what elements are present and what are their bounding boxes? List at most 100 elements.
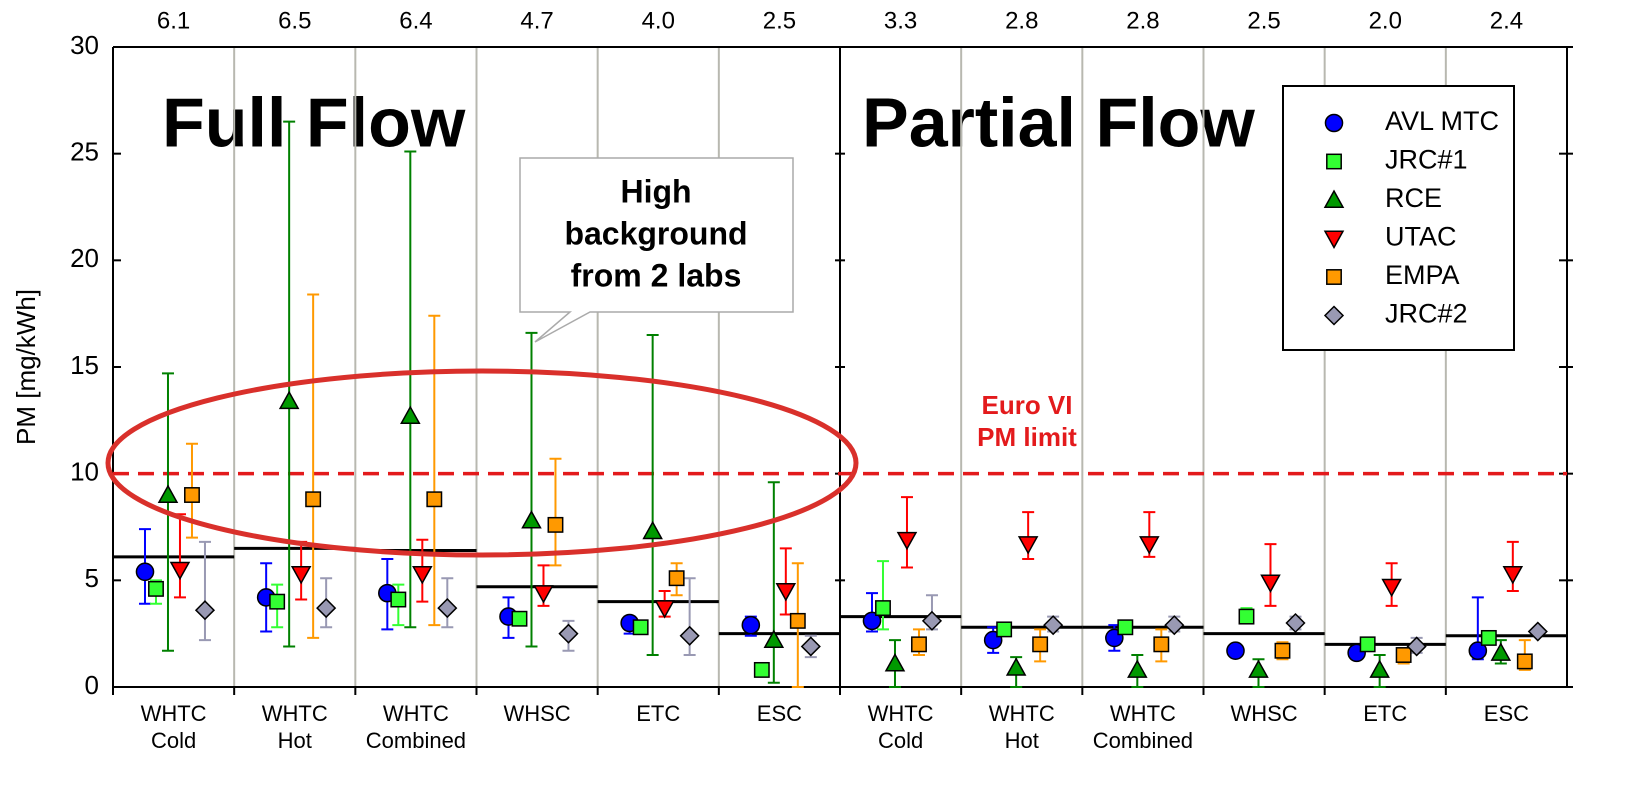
legend-entry: AVL MTC	[1324, 106, 1499, 136]
marker	[1017, 536, 1039, 555]
marker	[1326, 269, 1342, 285]
marker	[390, 591, 407, 608]
marker	[290, 565, 312, 585]
marker	[632, 619, 649, 636]
callout-box	[519, 157, 794, 343]
marker	[547, 516, 564, 533]
x-tick-label: Hot	[278, 728, 312, 753]
marker	[668, 570, 685, 587]
marker	[1238, 608, 1255, 625]
mean-label: 4.7	[520, 7, 553, 34]
marker	[1516, 653, 1533, 670]
x-tick-label: ESC	[757, 701, 802, 726]
marker	[521, 510, 542, 529]
marker	[1032, 636, 1049, 653]
mean-label: 2.4	[1490, 7, 1523, 34]
error-bar	[307, 293, 320, 639]
x-tick-label: WHTC	[141, 701, 207, 726]
legend-entry: EMPA	[1326, 260, 1460, 290]
legend-label: JRC#2	[1385, 299, 1468, 329]
error-bar	[198, 540, 211, 642]
legend-label: EMPA	[1385, 260, 1460, 290]
marker	[1164, 615, 1185, 636]
marker	[1153, 636, 1170, 653]
marker	[412, 565, 433, 585]
marker	[1326, 153, 1342, 170]
mean-label: 2.8	[1005, 7, 1038, 34]
marker	[437, 598, 458, 619]
error-bar	[876, 560, 889, 631]
marker	[558, 623, 579, 644]
mean-label: 6.5	[278, 7, 311, 34]
x-tick-label: Hot	[1005, 728, 1039, 753]
mean-label: 2.0	[1369, 7, 1402, 34]
marker	[533, 585, 554, 604]
marker	[1274, 642, 1291, 659]
mean-label: 2.8	[1126, 7, 1159, 34]
x-tick-label: Combined	[366, 728, 466, 753]
error-bar	[525, 331, 538, 648]
marker	[996, 621, 1013, 638]
marker	[800, 636, 821, 657]
callout-text: from 2 labs	[571, 257, 742, 293]
marker	[753, 661, 770, 678]
marker	[426, 491, 443, 508]
x-tick-label: WHTC	[989, 701, 1055, 726]
legend-entry: JRC#1	[1326, 145, 1468, 175]
mean-label: 3.3	[884, 7, 917, 34]
marker	[1381, 578, 1402, 598]
marker	[1490, 642, 1512, 661]
marker	[135, 562, 155, 582]
marker	[1323, 305, 1345, 326]
legend-label: UTAC	[1385, 222, 1457, 252]
marker	[1248, 659, 1269, 678]
x-tick-label: Combined	[1093, 728, 1193, 753]
marker	[862, 611, 882, 631]
marker	[911, 636, 927, 653]
marker	[1502, 565, 1524, 585]
marker	[184, 487, 200, 503]
legend-label: RCE	[1385, 183, 1442, 213]
marker	[1395, 647, 1412, 663]
marker	[1226, 641, 1245, 661]
marker	[1260, 574, 1281, 594]
error-bar	[646, 334, 659, 656]
marker	[269, 593, 286, 610]
marker	[1323, 189, 1345, 208]
y-tick-label: 10	[70, 457, 99, 487]
x-tick-label: WHSC	[1230, 701, 1297, 726]
marker	[884, 652, 906, 672]
marker	[194, 600, 216, 621]
mean-label: 6.1	[157, 7, 190, 34]
legend-box	[1282, 85, 1515, 351]
error-bar	[428, 314, 441, 627]
marker	[278, 390, 300, 410]
x-tick-label: ETC	[1363, 701, 1407, 726]
marker	[1406, 636, 1427, 657]
legend-entry: RCE	[1323, 183, 1442, 213]
legend-label: JRC#1	[1385, 145, 1468, 175]
marker	[921, 610, 943, 631]
mean-label: 2.5	[1247, 7, 1280, 34]
marker	[1527, 621, 1548, 642]
marker	[1117, 619, 1134, 636]
marker	[1369, 659, 1390, 678]
x-tick-label: Cold	[151, 728, 196, 753]
legend-entry: JRC#2	[1323, 299, 1468, 329]
highlight-ellipse	[105, 368, 859, 558]
y-tick-label: 20	[70, 243, 99, 273]
marker	[157, 484, 179, 503]
marker	[148, 580, 164, 597]
marker	[896, 531, 918, 551]
marker	[1043, 615, 1064, 636]
x-tick-label: WHTC	[1110, 701, 1176, 726]
marker	[1323, 230, 1345, 250]
marker	[1127, 659, 1148, 678]
marker	[763, 629, 785, 649]
x-tick-label: WHTC	[868, 701, 934, 726]
marker	[1285, 612, 1306, 634]
marker	[1468, 641, 1488, 661]
y-tick-label: 5	[85, 563, 99, 593]
y-axis-label: PM [mg/kWh]	[11, 289, 41, 445]
